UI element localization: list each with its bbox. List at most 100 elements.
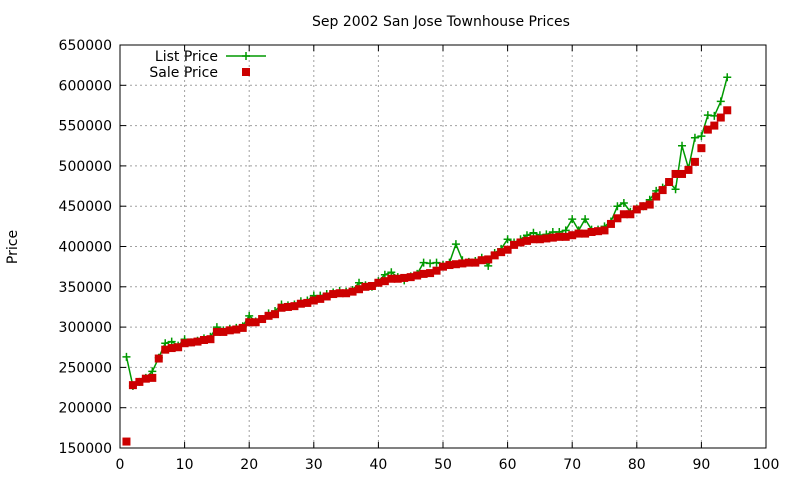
data-point: [426, 259, 435, 268]
data-point: [361, 282, 370, 291]
x-tick-label: 90: [692, 457, 710, 473]
data-point: [393, 274, 402, 283]
x-tick-label: 30: [305, 457, 323, 473]
data-point: [122, 352, 131, 361]
chart-title: Sep 2002 San Jose Townhouse Prices: [312, 14, 570, 30]
data-point: [426, 269, 435, 278]
data-point: [639, 202, 648, 211]
y-tick-label: 450000: [59, 199, 112, 215]
y-tick-label: 600000: [59, 78, 112, 94]
data-point: [684, 165, 693, 174]
y-tick-label: 350000: [59, 280, 112, 296]
data-point: [167, 344, 176, 353]
data-point: [374, 278, 383, 287]
data-point: [439, 262, 447, 271]
data-point: [258, 315, 267, 324]
data-point: [303, 298, 312, 307]
data-point: [548, 233, 557, 242]
data-point: [710, 121, 719, 130]
data-point: [174, 343, 183, 352]
data-point: [477, 256, 486, 265]
x-tick-label: 0: [116, 457, 125, 473]
data-point: [581, 229, 590, 238]
data-point: [141, 374, 150, 383]
data-point: [671, 169, 680, 178]
data-point: [264, 311, 273, 320]
y-tick-label: 200000: [59, 401, 112, 417]
legend-swatch-marker: [242, 52, 250, 60]
x-tick-label: 10: [176, 457, 194, 473]
data-point: [309, 296, 318, 305]
data-point: [322, 292, 331, 301]
data-point: [535, 235, 544, 244]
data-point: [632, 205, 641, 214]
data-point: [613, 214, 622, 223]
legend-label: Sale Price: [149, 65, 218, 81]
data-point: [445, 261, 454, 270]
data-point: [716, 113, 725, 122]
x-tick-label: 70: [563, 457, 581, 473]
data-point: [154, 354, 163, 363]
data-point: [516, 238, 525, 247]
y-axis-label: Price: [5, 230, 21, 264]
data-point: [180, 339, 189, 348]
data-point: [206, 335, 215, 344]
data-point: [135, 377, 144, 386]
data-point: [335, 289, 344, 298]
data-point: [568, 215, 577, 224]
data-point: [645, 200, 654, 209]
data-point: [723, 106, 732, 115]
data-point: [561, 232, 570, 241]
data-point: [251, 318, 260, 327]
data-point: [238, 323, 247, 332]
series-layer: [122, 73, 732, 446]
data-point: [510, 240, 519, 249]
data-point: [703, 111, 712, 120]
data-point: [387, 274, 396, 283]
data-point: [678, 141, 687, 150]
data-point: [678, 169, 687, 178]
y-tick-label: 400000: [59, 240, 112, 256]
y-tick-label: 250000: [59, 360, 112, 376]
data-point: [348, 287, 357, 296]
data-point: [122, 437, 131, 446]
data-point: [187, 338, 196, 347]
data-point: [658, 186, 667, 195]
data-point: [574, 229, 583, 238]
data-point: [587, 227, 596, 236]
data-point: [497, 248, 506, 257]
data-point: [413, 271, 422, 280]
data-point: [355, 285, 364, 294]
data-point: [626, 210, 635, 219]
data-point: [703, 125, 712, 134]
data-point: [665, 178, 674, 187]
data-point: [458, 259, 467, 268]
data-point: [193, 337, 202, 346]
data-point: [212, 327, 221, 336]
data-point: [329, 290, 338, 299]
data-point: [432, 266, 441, 275]
data-point: [271, 310, 280, 319]
legend-label: List Price: [155, 49, 218, 65]
data-point: [245, 318, 254, 327]
data-point: [199, 335, 208, 344]
data-point: [128, 381, 137, 390]
data-point: [723, 73, 732, 82]
data-point: [148, 373, 157, 382]
data-point: [380, 277, 389, 286]
data-point: [316, 294, 325, 303]
y-tick-label: 500000: [59, 159, 112, 175]
data-point: [503, 235, 512, 244]
data-point: [600, 226, 609, 235]
x-tick-label: 60: [499, 457, 517, 473]
data-point: [652, 192, 661, 201]
data-point: [503, 245, 512, 254]
axis-ticks: [119, 44, 767, 449]
data-point: [290, 302, 299, 311]
data-point: [542, 234, 551, 243]
y-tick-label: 550000: [59, 119, 112, 135]
data-point: [451, 240, 460, 249]
data-point: [225, 326, 234, 335]
